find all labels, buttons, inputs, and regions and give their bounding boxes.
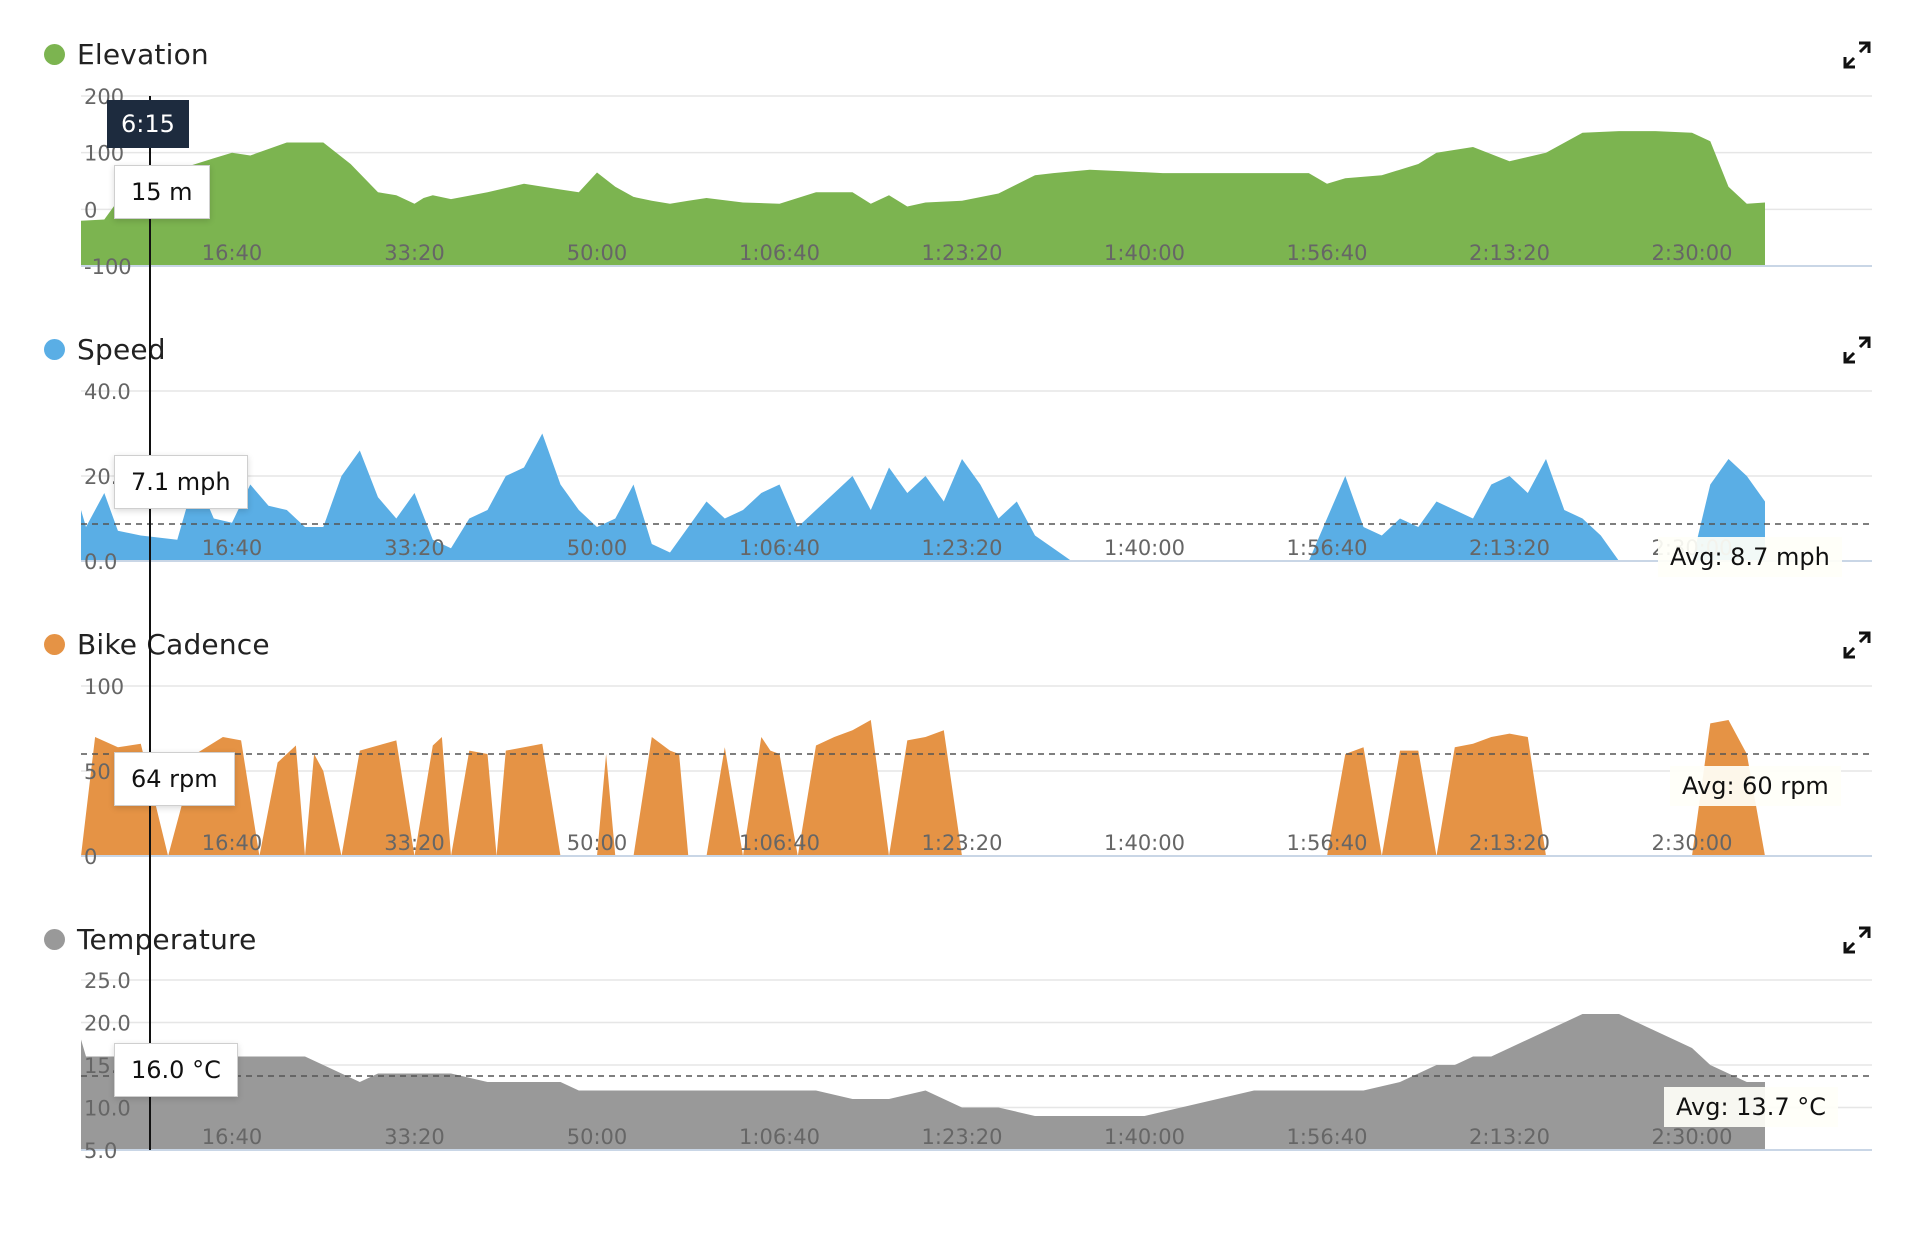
temperature-x-tick-label: 2:13:20: [1469, 1125, 1550, 1149]
speed-x-tick-label: 1:56:40: [1287, 536, 1368, 560]
speed-area-series: [81, 433, 1765, 561]
elevation-panel: Elevation: [0, 0, 1926, 295]
temperature-y-tick-label: 5.0: [84, 1139, 117, 1163]
speed-legend-dot: [44, 339, 65, 360]
elevation-x-tick-label: 1:06:40: [739, 241, 820, 265]
cadence-panel: Bike Cadence: [0, 590, 1926, 885]
speed-x-tick-label: 50:00: [567, 536, 628, 560]
expand-icon[interactable]: [1842, 630, 1872, 660]
cadence-avg-label: Avg: 60 rpm: [1670, 766, 1841, 806]
cadence-tooltip: 64 rpm: [114, 752, 235, 806]
cadence-x-tick-label: 1:56:40: [1287, 831, 1368, 855]
elevation-x-tick-label: 1:40:00: [1104, 241, 1185, 265]
speed-tooltip: 7.1 mph: [114, 455, 248, 509]
temperature-x-tick-label: 33:20: [384, 1125, 445, 1149]
cadence-x-tick-label: 1:40:00: [1104, 831, 1185, 855]
expand-icon[interactable]: [1842, 335, 1872, 365]
temperature-y-tick-label: 25.0: [84, 969, 131, 993]
temperature-x-tick-label: 1:23:20: [922, 1125, 1003, 1149]
elevation-legend-dot: [44, 44, 65, 65]
speed-x-tick-label: 1:40:00: [1104, 536, 1185, 560]
elevation-tooltip: 15 m: [114, 165, 210, 219]
cadence-y-tick-label: 100: [84, 675, 124, 699]
hover-time-label: 6:15: [107, 100, 189, 148]
temperature-x-tick-label: 2:30:00: [1652, 1125, 1733, 1149]
temperature-x-tick-label: 16:40: [202, 1125, 263, 1149]
temperature-title: Temperature: [44, 923, 257, 956]
cadence-title: Bike Cadence: [44, 628, 270, 661]
temperature-x-tick-label: 1:40:00: [1104, 1125, 1185, 1149]
speed-x-tick-label: 33:20: [384, 536, 445, 560]
temperature-title-text: Temperature: [77, 923, 257, 956]
temperature-x-tick-label: 1:56:40: [1287, 1125, 1368, 1149]
elevation-y-tick-label: -100: [84, 255, 132, 279]
temperature-legend-dot: [44, 929, 65, 950]
temperature-area-series: [81, 1014, 1765, 1150]
temperature-panel: Temperature: [0, 885, 1926, 1180]
temperature-y-tick-label: 10.0: [84, 1097, 131, 1121]
speed-y-tick-label: 40.0: [84, 380, 131, 404]
speed-x-tick-label: 2:13:20: [1469, 536, 1550, 560]
elevation-y-tick-label: 0: [84, 198, 97, 222]
temperature-x-tick-label: 1:06:40: [739, 1125, 820, 1149]
elevation-x-tick-label: 1:56:40: [1287, 241, 1368, 265]
speed-x-tick-label: 16:40: [202, 536, 263, 560]
elevation-x-tick-label: 1:23:20: [922, 241, 1003, 265]
elevation-title-text: Elevation: [77, 38, 209, 71]
elevation-x-tick-label: 2:13:20: [1469, 241, 1550, 265]
cadence-x-tick-label: 2:30:00: [1652, 831, 1733, 855]
expand-icon[interactable]: [1842, 925, 1872, 955]
cadence-x-tick-label: 1:23:20: [922, 831, 1003, 855]
temperature-x-tick-label: 50:00: [567, 1125, 628, 1149]
cadence-x-tick-label: 16:40: [202, 831, 263, 855]
elevation-x-tick-label: 50:00: [567, 241, 628, 265]
speed-y-tick-label: 0.0: [84, 550, 117, 574]
cadence-y-tick-label: 0: [84, 845, 97, 869]
temperature-avg-label: Avg: 13.7 °C: [1664, 1087, 1838, 1127]
speed-x-tick-label: 1:06:40: [739, 536, 820, 560]
cadence-y-tick-label: 50: [84, 760, 111, 784]
cadence-x-tick-label: 33:20: [384, 831, 445, 855]
elevation-x-tick-label: 33:20: [384, 241, 445, 265]
cadence-x-tick-label: 1:06:40: [739, 831, 820, 855]
speed-avg-label: Avg: 8.7 mph: [1658, 537, 1842, 577]
cadence-x-tick-label: 50:00: [567, 831, 628, 855]
cadence-legend-dot: [44, 634, 65, 655]
hover-cursor-line: [149, 96, 151, 1150]
elevation-area-series: [81, 131, 1765, 266]
cadence-x-tick-label: 2:13:20: [1469, 831, 1550, 855]
expand-icon[interactable]: [1842, 40, 1872, 70]
temperature-y-tick-label: 20.0: [84, 1012, 131, 1036]
temperature-tooltip: 16.0 °C: [114, 1043, 238, 1097]
elevation-title: Elevation: [44, 38, 209, 71]
speed-x-tick-label: 1:23:20: [922, 536, 1003, 560]
cadence-title-text: Bike Cadence: [77, 628, 270, 661]
elevation-x-tick-label: 2:30:00: [1652, 241, 1733, 265]
cadence-area-series: [81, 720, 1765, 856]
elevation-x-tick-label: 16:40: [202, 241, 263, 265]
